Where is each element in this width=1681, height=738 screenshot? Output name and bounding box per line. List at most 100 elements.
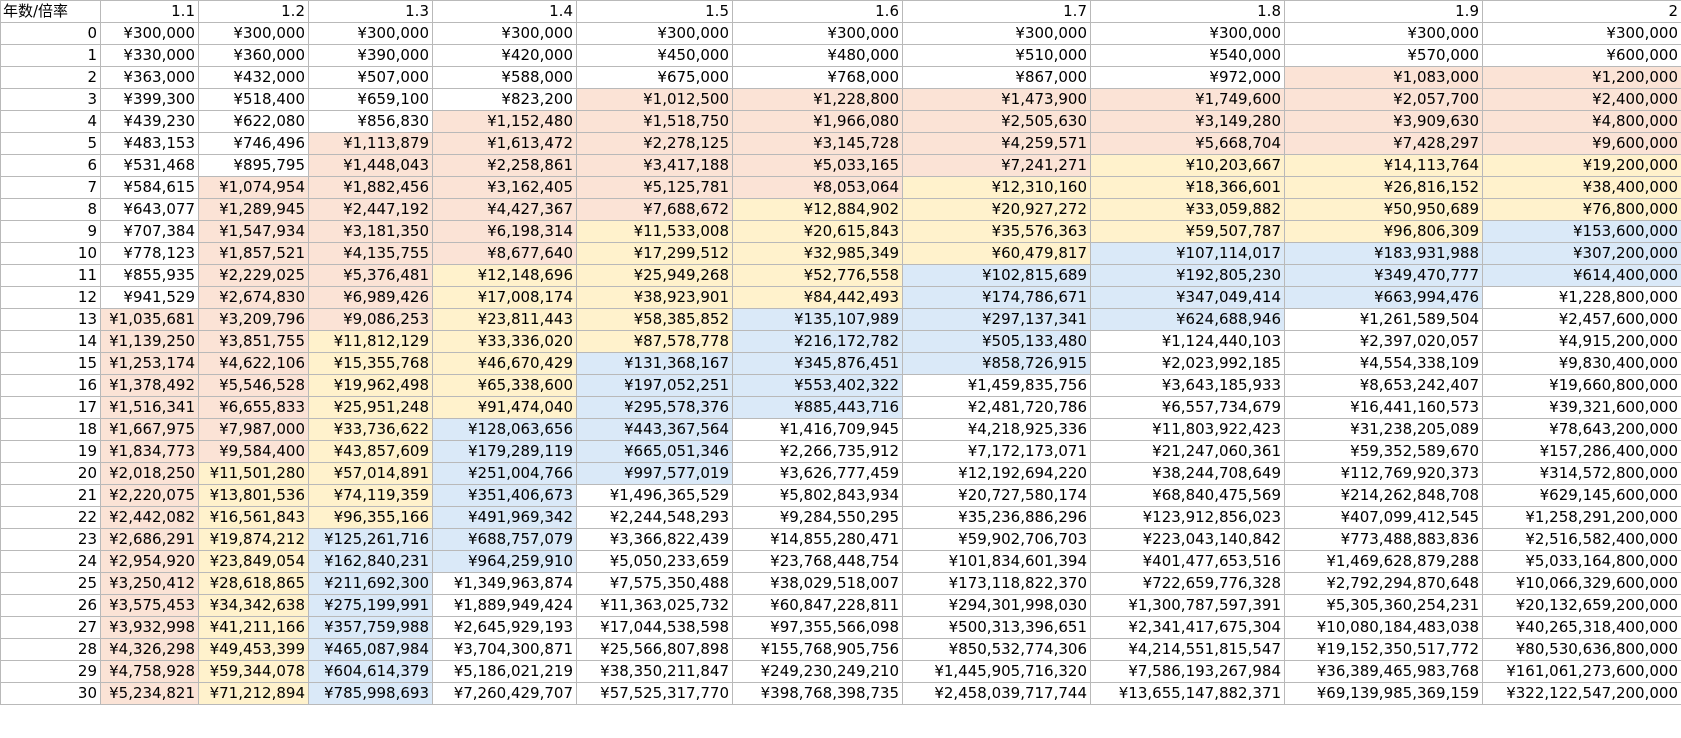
year-cell[interactable]: 19 bbox=[0, 440, 101, 463]
value-cell[interactable]: ¥2,505,630 bbox=[902, 110, 1091, 133]
year-cell[interactable]: 14 bbox=[0, 330, 101, 353]
year-cell[interactable]: 21 bbox=[0, 484, 101, 507]
value-cell[interactable]: ¥510,000 bbox=[902, 44, 1091, 67]
value-cell[interactable]: ¥58,385,852 bbox=[576, 308, 733, 331]
value-cell[interactable]: ¥59,902,706,703 bbox=[902, 528, 1091, 551]
value-cell[interactable]: ¥3,145,728 bbox=[732, 132, 903, 155]
value-cell[interactable]: ¥68,840,475,569 bbox=[1090, 484, 1285, 507]
value-cell[interactable]: ¥211,692,300 bbox=[308, 572, 433, 595]
value-cell[interactable]: ¥2,266,735,912 bbox=[732, 440, 903, 463]
value-cell[interactable]: ¥941,529 bbox=[100, 286, 199, 309]
value-cell[interactable]: ¥10,203,667 bbox=[1090, 154, 1285, 177]
value-cell[interactable]: ¥2,516,582,400,000 bbox=[1482, 528, 1681, 551]
value-cell[interactable]: ¥84,442,493 bbox=[732, 286, 903, 309]
value-cell[interactable]: ¥300,000 bbox=[732, 22, 903, 45]
value-cell[interactable]: ¥1,448,043 bbox=[308, 154, 433, 177]
year-cell[interactable]: 27 bbox=[0, 616, 101, 639]
value-cell[interactable]: ¥7,260,429,707 bbox=[432, 682, 577, 705]
value-cell[interactable]: ¥2,397,020,057 bbox=[1284, 330, 1483, 353]
value-cell[interactable]: ¥35,576,363 bbox=[902, 220, 1091, 243]
value-cell[interactable]: ¥432,000 bbox=[198, 66, 309, 89]
value-cell[interactable]: ¥13,801,536 bbox=[198, 484, 309, 507]
value-cell[interactable]: ¥1,496,365,529 bbox=[576, 484, 733, 507]
year-cell[interactable]: 20 bbox=[0, 462, 101, 485]
value-cell[interactable]: ¥531,468 bbox=[100, 154, 199, 177]
value-cell[interactable]: ¥14,113,764 bbox=[1284, 154, 1483, 177]
value-cell[interactable]: ¥36,389,465,983,768 bbox=[1284, 660, 1483, 683]
value-cell[interactable]: ¥249,230,249,210 bbox=[732, 660, 903, 683]
value-cell[interactable]: ¥540,000 bbox=[1090, 44, 1285, 67]
value-cell[interactable]: ¥49,453,399 bbox=[198, 638, 309, 661]
value-cell[interactable]: ¥71,212,894 bbox=[198, 682, 309, 705]
value-cell[interactable]: ¥895,795 bbox=[198, 154, 309, 177]
value-cell[interactable]: ¥135,107,989 bbox=[732, 308, 903, 331]
value-cell[interactable]: ¥2,023,992,185 bbox=[1090, 352, 1285, 375]
year-cell[interactable]: 17 bbox=[0, 396, 101, 419]
value-cell[interactable]: ¥101,834,601,394 bbox=[902, 550, 1091, 573]
value-cell[interactable]: ¥322,122,547,200,000 bbox=[1482, 682, 1681, 705]
value-cell[interactable]: ¥505,133,480 bbox=[902, 330, 1091, 353]
value-cell[interactable]: ¥1,200,000 bbox=[1482, 66, 1681, 89]
value-cell[interactable]: ¥34,342,638 bbox=[198, 594, 309, 617]
value-cell[interactable]: ¥363,000 bbox=[100, 66, 199, 89]
value-cell[interactable]: ¥746,496 bbox=[198, 132, 309, 155]
value-cell[interactable]: ¥25,949,268 bbox=[576, 264, 733, 287]
value-cell[interactable]: ¥1,882,456 bbox=[308, 176, 433, 199]
value-cell[interactable]: ¥997,577,019 bbox=[576, 462, 733, 485]
value-cell[interactable]: ¥450,000 bbox=[576, 44, 733, 67]
value-cell[interactable]: ¥1,667,975 bbox=[100, 418, 199, 441]
value-cell[interactable]: ¥2,018,250 bbox=[100, 462, 199, 485]
value-cell[interactable]: ¥162,840,231 bbox=[308, 550, 433, 573]
value-cell[interactable]: ¥40,265,318,400,000 bbox=[1482, 616, 1681, 639]
value-cell[interactable]: ¥38,244,708,649 bbox=[1090, 462, 1285, 485]
value-cell[interactable]: ¥4,259,571 bbox=[902, 132, 1091, 155]
value-cell[interactable]: ¥398,768,398,735 bbox=[732, 682, 903, 705]
value-cell[interactable]: ¥357,759,988 bbox=[308, 616, 433, 639]
value-cell[interactable]: ¥76,800,000 bbox=[1482, 198, 1681, 221]
value-cell[interactable]: ¥161,061,273,600,000 bbox=[1482, 660, 1681, 683]
value-cell[interactable]: ¥2,244,548,293 bbox=[576, 506, 733, 529]
value-cell[interactable]: ¥622,080 bbox=[198, 110, 309, 133]
value-cell[interactable]: ¥300,000 bbox=[1482, 22, 1681, 45]
value-cell[interactable]: ¥78,643,200,000 bbox=[1482, 418, 1681, 441]
value-cell[interactable]: ¥1,613,472 bbox=[432, 132, 577, 155]
value-cell[interactable]: ¥8,677,640 bbox=[432, 242, 577, 265]
value-cell[interactable]: ¥57,014,891 bbox=[308, 462, 433, 485]
value-cell[interactable]: ¥38,923,901 bbox=[576, 286, 733, 309]
value-cell[interactable]: ¥600,000 bbox=[1482, 44, 1681, 67]
year-cell[interactable]: 2 bbox=[0, 66, 101, 89]
year-cell[interactable]: 7 bbox=[0, 176, 101, 199]
value-cell[interactable]: ¥5,305,360,254,231 bbox=[1284, 594, 1483, 617]
value-cell[interactable]: ¥2,792,294,870,648 bbox=[1284, 572, 1483, 595]
value-cell[interactable]: ¥3,626,777,459 bbox=[732, 462, 903, 485]
value-cell[interactable]: ¥5,125,781 bbox=[576, 176, 733, 199]
value-cell[interactable]: ¥390,000 bbox=[308, 44, 433, 67]
value-cell[interactable]: ¥1,516,341 bbox=[100, 396, 199, 419]
value-cell[interactable]: ¥11,803,922,423 bbox=[1090, 418, 1285, 441]
value-cell[interactable]: ¥1,378,492 bbox=[100, 374, 199, 397]
value-cell[interactable]: ¥722,659,776,328 bbox=[1090, 572, 1285, 595]
value-cell[interactable]: ¥153,600,000 bbox=[1482, 220, 1681, 243]
value-cell[interactable]: ¥4,800,000 bbox=[1482, 110, 1681, 133]
value-cell[interactable]: ¥9,284,550,295 bbox=[732, 506, 903, 529]
value-cell[interactable]: ¥420,000 bbox=[432, 44, 577, 67]
year-cell[interactable]: 12 bbox=[0, 286, 101, 309]
value-cell[interactable]: ¥9,584,400 bbox=[198, 440, 309, 463]
value-cell[interactable]: ¥360,000 bbox=[198, 44, 309, 67]
value-cell[interactable]: ¥3,181,350 bbox=[308, 220, 433, 243]
value-cell[interactable]: ¥25,566,807,898 bbox=[576, 638, 733, 661]
value-cell[interactable]: ¥125,261,716 bbox=[308, 528, 433, 551]
value-cell[interactable]: ¥35,236,886,296 bbox=[902, 506, 1091, 529]
column-header-cell[interactable]: 1.3 bbox=[308, 0, 433, 23]
value-cell[interactable]: ¥59,352,589,670 bbox=[1284, 440, 1483, 463]
column-header-cell[interactable]: 1.8 bbox=[1090, 0, 1285, 23]
value-cell[interactable]: ¥1,253,174 bbox=[100, 352, 199, 375]
value-cell[interactable]: ¥4,622,106 bbox=[198, 352, 309, 375]
value-cell[interactable]: ¥584,615 bbox=[100, 176, 199, 199]
value-cell[interactable]: ¥314,572,800,000 bbox=[1482, 462, 1681, 485]
value-cell[interactable]: ¥19,660,800,000 bbox=[1482, 374, 1681, 397]
year-cell[interactable]: 26 bbox=[0, 594, 101, 617]
value-cell[interactable]: ¥5,033,164,800,000 bbox=[1482, 550, 1681, 573]
value-cell[interactable]: ¥23,811,443 bbox=[432, 308, 577, 331]
value-cell[interactable]: ¥43,857,609 bbox=[308, 440, 433, 463]
